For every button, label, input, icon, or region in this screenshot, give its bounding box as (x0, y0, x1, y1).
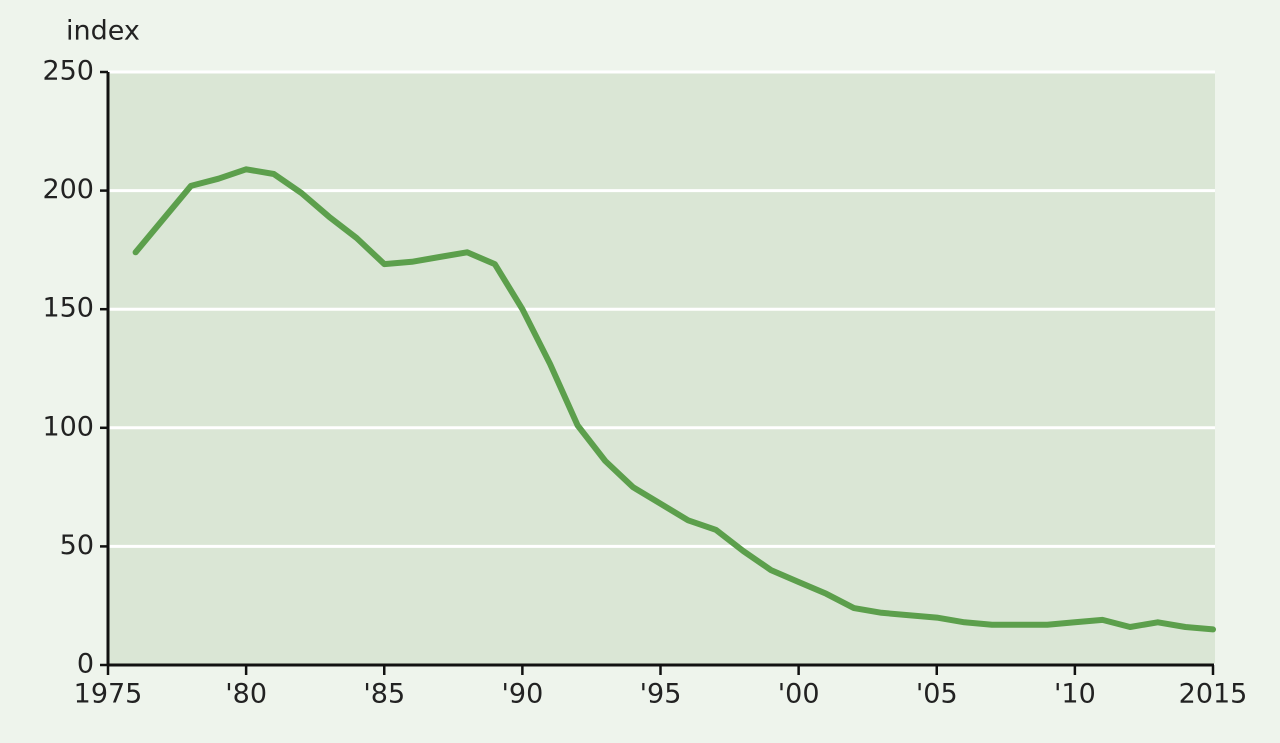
x-tick-label: '95 (640, 679, 682, 710)
x-tick-label: 2015 (1179, 679, 1248, 710)
x-tick-label: '05 (916, 679, 958, 710)
y-tick-label: 150 (42, 293, 94, 324)
y-axis-label: index (66, 16, 140, 47)
y-tick-label: 200 (42, 174, 94, 205)
data-line (132, 166, 1216, 633)
y-tick-label: 50 (60, 530, 94, 561)
x-tick-label: '80 (225, 679, 267, 710)
x-tick-label: '00 (778, 679, 820, 710)
x-tick-label: '85 (363, 679, 405, 710)
y-tick-label: 100 (42, 411, 94, 442)
x-tick-label: 1975 (74, 679, 143, 710)
x-tick-label: '10 (1054, 679, 1096, 710)
x-tick-label: '90 (501, 679, 543, 710)
plot-area (108, 72, 1215, 665)
y-tick-label: 0 (77, 649, 94, 680)
y-tick-label: 250 (42, 56, 94, 87)
